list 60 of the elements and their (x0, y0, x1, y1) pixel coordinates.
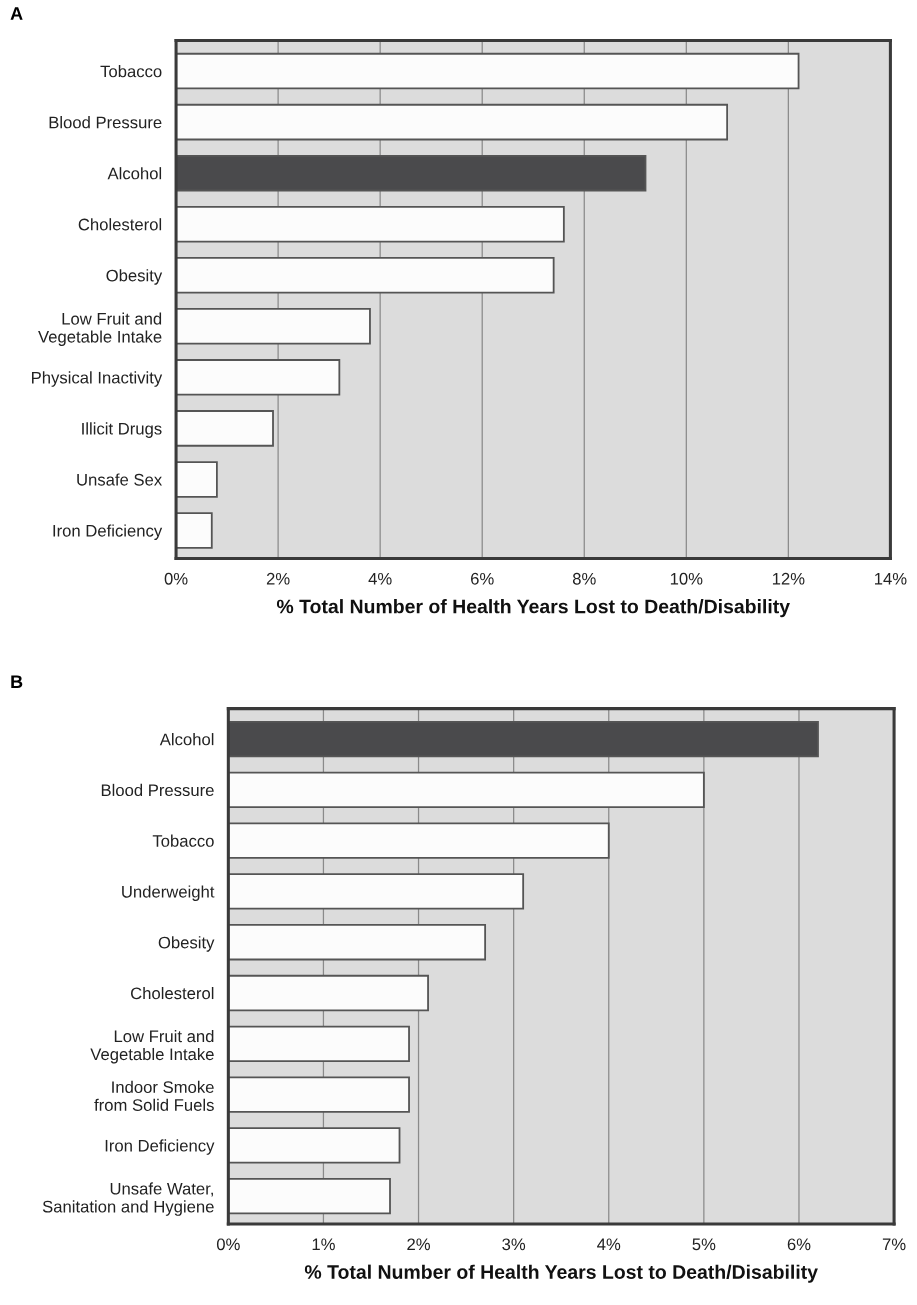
x-tick-label: 6% (787, 1238, 811, 1251)
y-tick-label: Low Fruit and Vegetable Intake (90, 1029, 214, 1064)
y-tick-label: Iron Deficiency (53, 524, 163, 540)
text: B (11, 675, 23, 688)
y-tick-label: Iron Deficiency (105, 1139, 215, 1155)
x-tick-label: 1% (312, 1238, 335, 1251)
y-tick-label: Obesity (106, 269, 163, 285)
bar (228, 924, 487, 961)
y-tick-label: Blood Pressure (49, 116, 162, 129)
y-tick-label: Obesity (158, 936, 215, 952)
x-tick-label: 4% (597, 1238, 621, 1251)
x-tick-label: 2% (407, 1238, 430, 1251)
y-tick-label: Low Fruit and Vegetable Intake (38, 312, 162, 346)
y-tick-label: Unsafe Water, Sanitation and Hygiene (42, 1182, 214, 1216)
x-tick-label: 0% (216, 1238, 240, 1251)
x-tick-label: 3% (502, 1238, 526, 1251)
bar (176, 512, 213, 549)
bar (176, 154, 647, 192)
bar (176, 205, 565, 243)
bar (228, 771, 705, 809)
y-tick-label: Alcohol (159, 733, 214, 746)
bar (228, 720, 819, 758)
y-tick-label: Blood Pressure (101, 783, 214, 797)
bar (176, 103, 729, 141)
x-tick-label: 6% (471, 572, 494, 585)
y-tick-label: Cholesterol (130, 986, 214, 1000)
x-tick-label: 0% (164, 572, 188, 585)
x-tick-label: 10% (670, 572, 703, 585)
x-tick-label: 14% (875, 572, 907, 585)
y-tick-label: Tobacco (152, 834, 214, 847)
y-tick-label: Cholesterol (78, 218, 162, 231)
x-tick-label: 2% (266, 572, 290, 585)
x-tick-label: 8% (572, 572, 596, 585)
bar (228, 822, 610, 859)
x-tick-label: 7% (882, 1238, 906, 1251)
bar (176, 461, 218, 498)
bar (228, 1127, 401, 1164)
y-tick-label: Unsafe Sex (77, 473, 162, 486)
x-tick-label: 12% (772, 572, 805, 585)
bar (176, 256, 555, 294)
bar (228, 1025, 410, 1062)
y-tick-label: Tobacco (100, 65, 162, 78)
x-tick-label: 5% (692, 1238, 716, 1251)
bar (228, 974, 429, 1012)
bar (176, 410, 274, 447)
bar (228, 873, 525, 910)
x-tick-label: 4% (368, 572, 392, 585)
y-tick-label: Indoor Smoke from Solid Fuels (94, 1080, 214, 1111)
y-tick-label: Underweight (122, 885, 215, 901)
x-axis-title: % Total Number of Health Years Lost to Death/Disability (276, 599, 790, 618)
y-tick-label: Illicit Drugs (82, 422, 162, 438)
bar (228, 1177, 391, 1215)
bar (176, 359, 341, 396)
text: A (10, 7, 23, 20)
y-tick-label: Physical Inactivity (32, 371, 163, 387)
y-tick-label: Alcohol (107, 167, 162, 180)
bar (176, 308, 371, 345)
x-axis-title: % Total Number of Health Years Lost to Death/Disability (304, 1264, 818, 1283)
bar (228, 1076, 410, 1113)
bar (176, 52, 800, 90)
